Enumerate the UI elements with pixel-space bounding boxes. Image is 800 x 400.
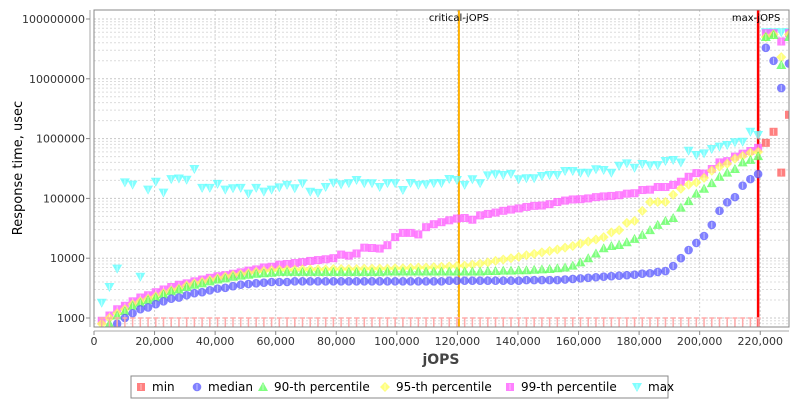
y-tick-label: 100000 [43,192,85,205]
data-points [96,28,789,327]
x-tick-label: 140,000 [495,335,541,348]
series-max [96,28,789,308]
x-axis-ticks: 0 20,000 40,000 60,000 80,000 100,000 120,000 1… [91,330,789,348]
data-point-90-th-percentile [784,32,789,42]
x-tick-label: 160,000 [556,335,602,348]
y-tick-label: 1000000 [36,133,85,146]
series-min [99,110,789,327]
annotation-label: critical-jOPS [429,13,489,24]
series-median [112,43,789,327]
legend-label: 99-th percentile [521,380,617,394]
x-tick-label: 220,000 [737,335,783,348]
legend-label: max [648,380,674,394]
y-tick-label: 10000 [50,252,85,265]
x-tick-label: 60,000 [256,335,295,348]
plot-border [93,9,790,328]
x-tick-label: 0 [91,335,98,348]
y-axis-ticks: 1000 10000 100000 1000000 10000000 100000000 [22,10,91,327]
data-point-median [784,59,789,68]
y-tick-label: 100000000 [22,13,85,26]
y-tick-label: 1000 [57,312,85,325]
y-axis-label: Response time, usec [11,101,26,235]
y-tick-label: 10000000 [29,73,85,86]
x-axis-label: jOPS [421,352,459,368]
data-point-min [785,110,789,119]
series-90-th-percentile [104,30,789,327]
legend-label: 95-th percentile [396,380,492,394]
x-tick-label: 40,000 [196,335,235,348]
annotation-label: max-jOPS [732,13,780,24]
x-tick-label: 100,000 [374,335,420,348]
x-tick-label: 20,000 [135,335,174,348]
legend-box [130,375,669,399]
legend-label: 90-th percentile [274,380,370,394]
x-tick-label: 200,000 [677,335,723,348]
x-tick-label: 180,000 [616,335,662,348]
legend-label: min [152,380,175,394]
legend: min median 90-th percentile 95-th percentil… [130,375,674,399]
x-tick-label: 80,000 [317,335,356,348]
legend-label: median [208,380,253,394]
x-tick-label: 120,000 [435,335,481,348]
